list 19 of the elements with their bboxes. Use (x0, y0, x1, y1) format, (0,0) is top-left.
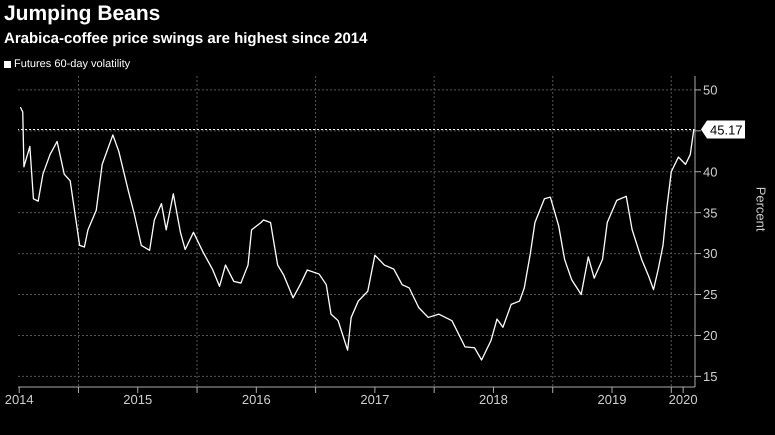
y-tick-label: 20 (703, 328, 718, 344)
x-tick-label: 2015 (123, 392, 152, 408)
y-tick-label: 50 (703, 82, 718, 98)
x-tick-label: 2014 (4, 392, 34, 408)
y-tick-label: 15 (703, 368, 718, 384)
ref-line-label: 45.17 (710, 122, 743, 138)
x-tick-label: 2018 (478, 392, 508, 408)
chart-title: Jumping Beans (4, 2, 160, 26)
x-tick-label: 2017 (360, 392, 390, 408)
chart-subtitle: Arabica-coffee price swings are highest since 2014 (4, 30, 368, 47)
x-tick-label: 2016 (242, 392, 271, 408)
x-tick-label: 2020 (668, 392, 698, 408)
y-tick-label: 30 (703, 246, 718, 262)
y-tick-label: 25 (703, 287, 718, 302)
y-tick-label: 40 (703, 164, 718, 180)
y-tick-label: 35 (703, 205, 718, 220)
y-axis-title: Percent (753, 186, 768, 232)
x-tick-label: 2019 (598, 392, 626, 408)
legend-label: Futures 60-day volatility (13, 58, 130, 70)
